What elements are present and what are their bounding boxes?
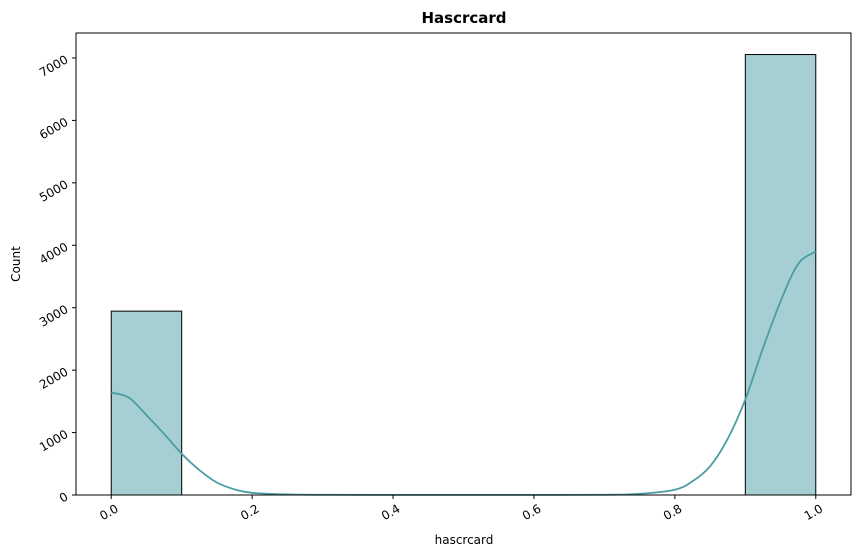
x-tick-label: 0.6: [520, 501, 544, 523]
kde-group: [110, 250, 817, 496]
histogram-bar: [744, 54, 817, 496]
kde-curve: [110, 250, 817, 496]
x-axis: 0.0 0.2 0.4 0.6 0.8 1.0: [97, 495, 825, 523]
y-tick-label: 3000: [37, 302, 70, 329]
x-axis-label: hascrcard: [435, 533, 494, 547]
x-tick-label: 1.0: [802, 501, 826, 523]
x-tick-label: 0.2: [238, 501, 262, 523]
plot-frame: [75, 32, 852, 496]
y-axis-label: Count: [9, 246, 23, 282]
y-tick-label: 4000: [37, 240, 70, 267]
y-tick-label: 1000: [37, 427, 70, 454]
y-tick-label: 0: [57, 489, 71, 505]
chart-title: Hascrcard: [421, 9, 506, 27]
bars-group: [110, 54, 817, 496]
y-tick-label: 5000: [37, 177, 70, 204]
x-tick-label: 0.4: [379, 501, 403, 523]
x-tick-label: 0.8: [661, 501, 685, 523]
histogram-bar: [110, 310, 183, 496]
y-tick-label: 7000: [37, 52, 70, 79]
x-tick-label: 0.0: [97, 501, 121, 523]
y-axis: 0 1000 2000 3000 4000 5000 6000 7000: [37, 52, 76, 505]
y-tick-label: 2000: [37, 365, 70, 392]
y-tick-label: 6000: [37, 115, 70, 142]
